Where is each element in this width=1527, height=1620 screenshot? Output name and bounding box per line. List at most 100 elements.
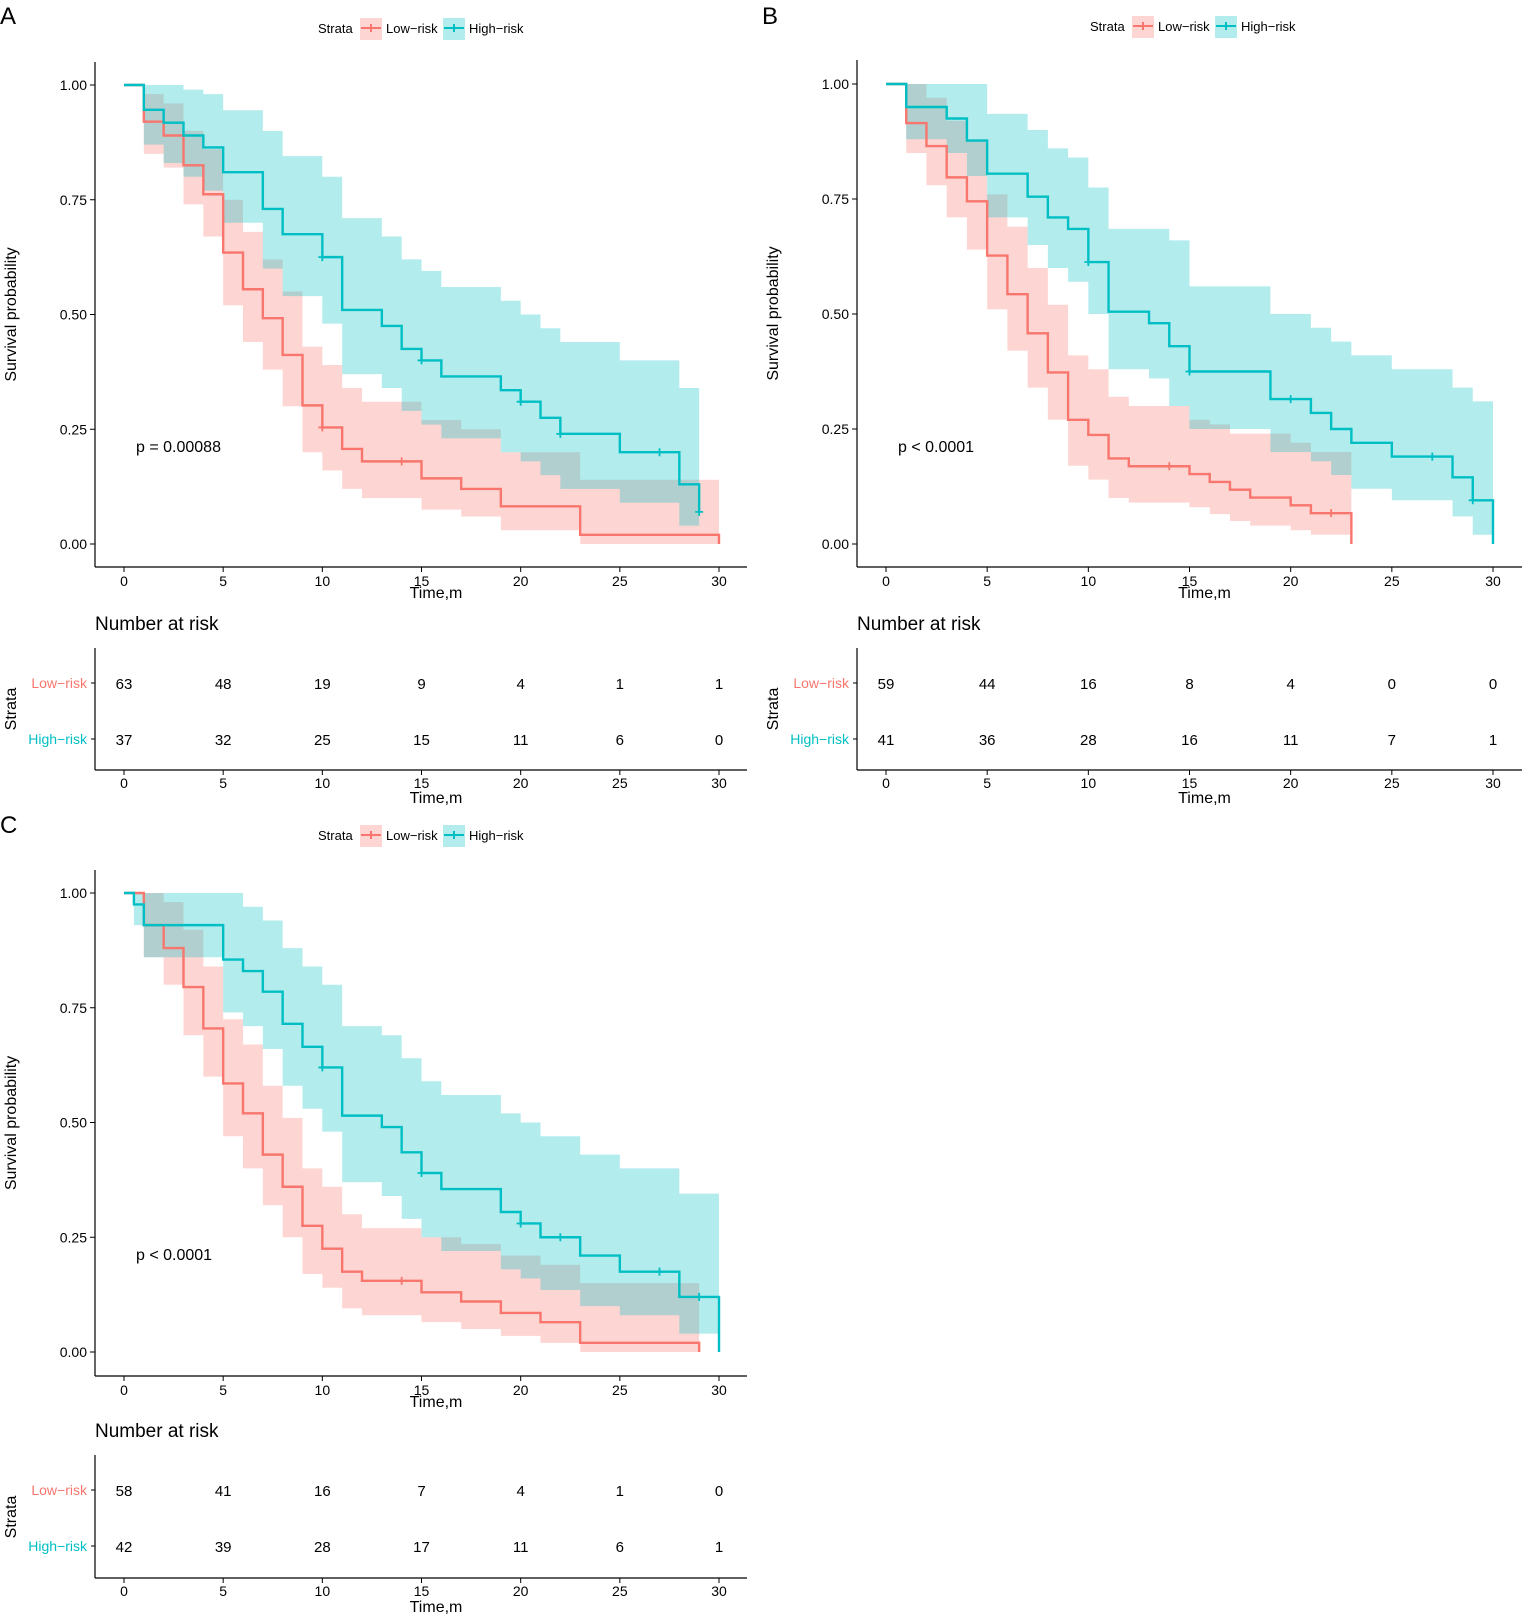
censor-mark xyxy=(655,1267,664,1276)
risk-x-tick-label: 5 xyxy=(983,775,991,791)
risk-count: 58 xyxy=(116,1483,133,1500)
risk-count: 44 xyxy=(979,676,996,693)
risk-x-tick-label: 25 xyxy=(1384,775,1400,791)
risk-x-tick-label: 20 xyxy=(1283,775,1299,791)
legend-label: High−risk xyxy=(1241,19,1296,34)
censor-mark xyxy=(1286,395,1295,404)
ci-band-low xyxy=(886,84,1352,535)
legend: Strata Low−risk High−risk xyxy=(1090,16,1296,38)
censor-mark xyxy=(318,253,327,262)
y-tick-label: 0.25 xyxy=(60,421,87,437)
risk-count: 39 xyxy=(215,1539,232,1556)
censor-mark xyxy=(655,448,664,457)
risk-row-label: Low−risk xyxy=(31,1482,88,1498)
x-tick-label: 20 xyxy=(513,1382,529,1398)
legend-title: Strata xyxy=(318,828,353,843)
p-value: p < 0.0001 xyxy=(898,439,974,456)
risk-x-tick-label: 5 xyxy=(219,775,227,791)
risk-x-axis-label: Time,m xyxy=(410,790,463,807)
risk-count: 0 xyxy=(715,1483,723,1500)
y-tick-label: 1.00 xyxy=(822,76,849,92)
risk-count: 1 xyxy=(715,1539,723,1556)
risk-row-label: Low−risk xyxy=(793,675,850,691)
risk-table-title: Number at risk xyxy=(95,614,219,635)
x-tick-label: 15 xyxy=(1182,573,1198,589)
ci-band-low xyxy=(124,893,700,1352)
risk-count: 19 xyxy=(314,676,331,693)
censor-mark xyxy=(1185,367,1194,376)
risk-count: 41 xyxy=(878,732,895,749)
x-tick-label: 30 xyxy=(711,573,727,589)
y-tick-label: 0.75 xyxy=(60,1000,87,1016)
panel-b: B Strata Low−risk High−risk 0.00 0.25 0.50 0.75… xyxy=(762,3,1522,807)
survival-curve-high xyxy=(124,891,721,1352)
censor-mark xyxy=(417,356,426,365)
risk-count: 17 xyxy=(413,1539,430,1556)
risk-row-label: High−risk xyxy=(790,731,850,747)
risk-count: 6 xyxy=(616,732,624,749)
legend-label: Low−risk xyxy=(1158,19,1210,34)
censor-mark xyxy=(397,1276,406,1285)
risk-x-tick-label: 0 xyxy=(120,775,128,791)
x-tick-label: 25 xyxy=(612,1382,628,1398)
risk-count: 1 xyxy=(616,1483,624,1500)
risk-x-tick-label: 15 xyxy=(414,775,430,791)
censor-mark xyxy=(417,1168,426,1177)
censor-mark xyxy=(695,1292,704,1301)
risk-count: 0 xyxy=(1489,676,1497,693)
legend-label: High−risk xyxy=(469,21,524,36)
risk-x-tick-label: 0 xyxy=(120,1583,128,1599)
panel-letter: A xyxy=(0,3,16,30)
risk-count: 32 xyxy=(215,732,232,749)
legend-label: Low−risk xyxy=(386,828,438,843)
survival-curve-low xyxy=(124,83,721,544)
risk-count: 4 xyxy=(1286,676,1294,693)
x-tick-label: 10 xyxy=(315,1382,331,1398)
risk-count: 36 xyxy=(979,732,996,749)
risk-count: 1 xyxy=(715,676,723,693)
risk-count: 6 xyxy=(616,1539,624,1556)
x-tick-label: 5 xyxy=(219,573,227,589)
x-axis-label: Time,m xyxy=(410,585,463,602)
risk-x-tick-label: 15 xyxy=(414,1583,430,1599)
risk-count: 48 xyxy=(215,676,232,693)
risk-count: 16 xyxy=(314,1483,331,1500)
censor-mark xyxy=(1084,258,1093,267)
x-tick-label: 25 xyxy=(1384,573,1400,589)
survival-curve-low xyxy=(124,891,701,1352)
x-tick-label: 15 xyxy=(414,1382,430,1398)
risk-count: 16 xyxy=(1181,732,1198,749)
risk-count: 16 xyxy=(1080,676,1097,693)
risk-row-label: Low−risk xyxy=(31,675,88,691)
survival-curve-high xyxy=(886,82,1495,544)
risk-count: 7 xyxy=(417,1483,425,1500)
x-tick-label: 0 xyxy=(120,1382,128,1398)
x-tick-label: 30 xyxy=(711,1382,727,1398)
p-value: p = 0.00088 xyxy=(136,439,221,456)
risk-table: Number at risk Low−risk 59 44 16 8 4 0 0 High−ris… xyxy=(765,614,1522,807)
censor-mark xyxy=(397,457,406,466)
survival-curve-high xyxy=(124,83,701,512)
risk-count: 59 xyxy=(878,676,895,693)
risk-count: 0 xyxy=(715,732,723,749)
censor-mark xyxy=(318,423,327,432)
y-tick-label: 0.75 xyxy=(60,192,87,208)
legend-label: Low−risk xyxy=(386,21,438,36)
x-tick-label: 30 xyxy=(1485,573,1501,589)
risk-count: 15 xyxy=(413,732,430,749)
risk-x-axis-label: Time,m xyxy=(1178,790,1231,807)
p-value: p < 0.0001 xyxy=(136,1247,212,1264)
risk-x-tick-label: 25 xyxy=(612,775,628,791)
risk-y-axis-label: Strata xyxy=(3,1496,20,1539)
x-tick-label: 25 xyxy=(612,573,628,589)
risk-y-axis-label: Strata xyxy=(3,688,20,731)
y-axis-label: Survival probability xyxy=(3,1056,20,1190)
risk-count: 4 xyxy=(516,676,524,693)
x-tick-label: 0 xyxy=(120,573,128,589)
risk-count: 11 xyxy=(513,1539,529,1556)
y-tick-label: 0.50 xyxy=(60,1115,87,1131)
censor-mark xyxy=(556,1233,565,1242)
risk-table-title: Number at risk xyxy=(95,1421,219,1442)
